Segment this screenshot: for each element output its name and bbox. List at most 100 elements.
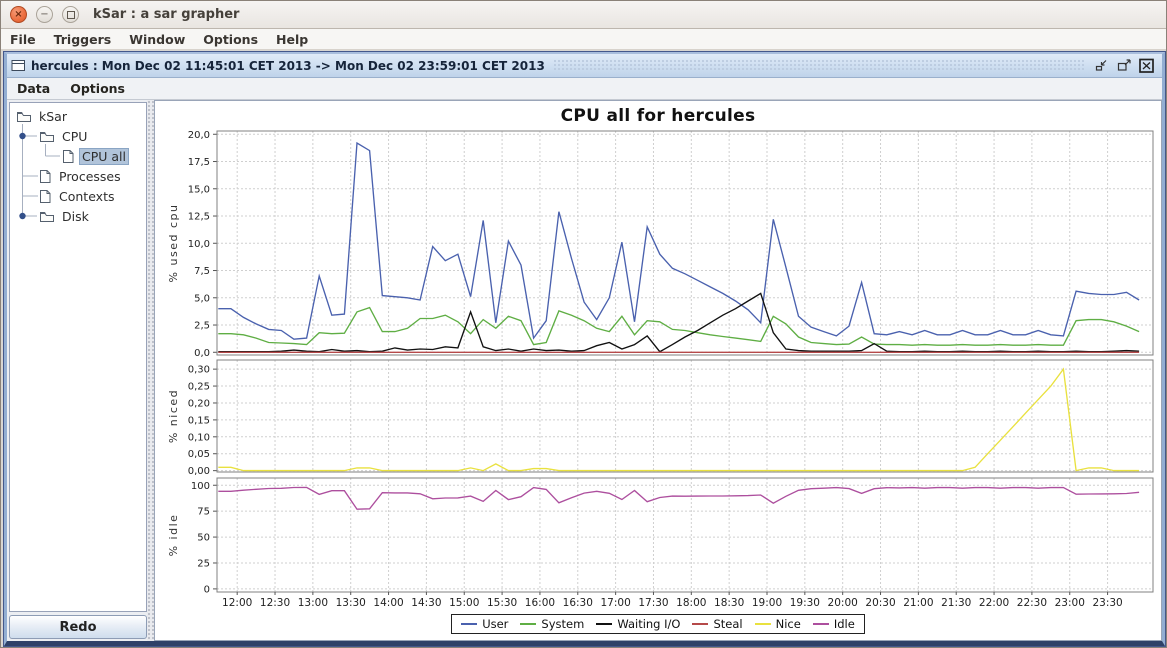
svg-text:23:30: 23:30 bbox=[1092, 597, 1122, 609]
svg-text:2,5: 2,5 bbox=[194, 321, 210, 332]
series-line-system bbox=[218, 306, 1140, 346]
svg-text:13:00: 13:00 bbox=[298, 597, 328, 609]
window-title: kSar : a sar grapher bbox=[93, 7, 240, 22]
y-axis-label-0: % used cpu bbox=[167, 204, 180, 283]
svg-text:23:00: 23:00 bbox=[1055, 597, 1085, 609]
y-axis-label-1: % niced bbox=[167, 389, 180, 443]
svg-text:12:00: 12:00 bbox=[222, 597, 252, 609]
series-line-idle bbox=[218, 486, 1140, 510]
svg-text:0: 0 bbox=[204, 584, 210, 595]
svg-text:12:30: 12:30 bbox=[260, 597, 290, 609]
svg-text:19:30: 19:30 bbox=[790, 597, 820, 609]
window-controls: × − bbox=[10, 6, 79, 23]
svg-text:15,0: 15,0 bbox=[188, 184, 210, 195]
sidebar: kSar CPU CPU all Processes Contexts Disk Redo bbox=[7, 100, 147, 641]
folder-icon bbox=[40, 131, 54, 142]
tree-item-contexts[interactable]: Contexts bbox=[39, 186, 117, 206]
svg-text:22:30: 22:30 bbox=[1017, 597, 1047, 609]
frame-title: hercules : Mon Dec 02 11:45:01 CET 2013 … bbox=[31, 58, 545, 73]
svg-text:18:30: 18:30 bbox=[714, 597, 744, 609]
svg-text:0,20: 0,20 bbox=[188, 398, 210, 409]
menu-item-help[interactable]: Help bbox=[276, 31, 309, 47]
svg-text:7,5: 7,5 bbox=[194, 266, 210, 277]
svg-text:14:00: 14:00 bbox=[373, 597, 403, 609]
svg-text:13:30: 13:30 bbox=[336, 597, 366, 609]
svg-text:17,5: 17,5 bbox=[188, 157, 210, 168]
window-titlebar: × − kSar : a sar grapher bbox=[1, 1, 1166, 29]
svg-text:0,10: 0,10 bbox=[188, 432, 210, 443]
chart-title: CPU all for hercules bbox=[560, 106, 756, 126]
svg-text:18:00: 18:00 bbox=[676, 597, 706, 609]
svg-text:19:00: 19:00 bbox=[752, 597, 782, 609]
tree-expand-knob[interactable] bbox=[19, 132, 26, 140]
frame-menubar: Data Options bbox=[7, 78, 1162, 100]
maximize-icon[interactable] bbox=[62, 6, 79, 23]
svg-text:5,0: 5,0 bbox=[194, 293, 210, 304]
frame-window-icon bbox=[11, 60, 25, 71]
y-axis-label-2: % idle bbox=[167, 514, 180, 557]
svg-text:14:30: 14:30 bbox=[411, 597, 441, 609]
menu-item-file[interactable]: File bbox=[10, 31, 36, 47]
tree-item-cpu[interactable]: CPU bbox=[39, 126, 90, 146]
frame-close-icon[interactable] bbox=[1138, 58, 1156, 74]
svg-text:20,0: 20,0 bbox=[188, 130, 210, 141]
svg-text:0,30: 0,30 bbox=[188, 365, 210, 376]
frame-iconify-icon[interactable] bbox=[1092, 58, 1110, 74]
series-line-nice bbox=[218, 367, 1140, 472]
svg-text:25: 25 bbox=[197, 558, 210, 569]
svg-text:17:00: 17:00 bbox=[600, 597, 630, 609]
redo-button[interactable]: Redo bbox=[9, 615, 147, 639]
tree: kSar CPU CPU all Processes Contexts Disk bbox=[9, 102, 147, 612]
svg-text:0,0: 0,0 bbox=[194, 348, 210, 359]
frame-maximize-icon[interactable] bbox=[1115, 58, 1133, 74]
svg-text:15:30: 15:30 bbox=[487, 597, 517, 609]
svg-text:15:00: 15:00 bbox=[449, 597, 479, 609]
tree-item-ksar[interactable]: kSar bbox=[16, 106, 70, 126]
svg-text:12,5: 12,5 bbox=[188, 212, 210, 223]
legend-item-nice: Nice bbox=[754, 617, 801, 631]
menu-item-options[interactable]: Options bbox=[203, 31, 259, 47]
folder-icon bbox=[17, 111, 31, 122]
menu-item-window[interactable]: Window bbox=[129, 31, 186, 47]
document-icon bbox=[63, 149, 74, 163]
tree-item-processes[interactable]: Processes bbox=[39, 166, 124, 186]
frame-menu-item-options[interactable]: Options bbox=[70, 81, 125, 96]
tree-item-disk[interactable]: Disk bbox=[39, 206, 92, 226]
folder-icon bbox=[40, 211, 54, 222]
tree-expand-knob[interactable] bbox=[19, 212, 26, 220]
close-icon[interactable]: × bbox=[10, 6, 27, 23]
svg-text:0,05: 0,05 bbox=[188, 449, 210, 460]
menu-item-triggers[interactable]: Triggers bbox=[53, 31, 112, 47]
svg-text:21:00: 21:00 bbox=[903, 597, 933, 609]
svg-text:0,25: 0,25 bbox=[188, 382, 210, 393]
document-icon bbox=[40, 189, 51, 203]
document-icon bbox=[40, 169, 51, 183]
svg-text:20:30: 20:30 bbox=[865, 597, 895, 609]
main-menubar: File Triggers Window Options Help bbox=[1, 29, 1166, 50]
legend-item-user: User bbox=[461, 617, 508, 631]
minimize-icon[interactable]: − bbox=[36, 6, 53, 23]
svg-text:75: 75 bbox=[197, 507, 210, 518]
svg-text:17:30: 17:30 bbox=[638, 597, 668, 609]
split-divider[interactable] bbox=[147, 100, 154, 641]
series-line-user bbox=[218, 141, 1140, 340]
cpu-chart-svg: 0,0 2,5 5,0 7,5 10,0 12,5 15,0 17,5 20,0 % used c… bbox=[167, 130, 1154, 609]
internal-frame: hercules : Mon Dec 02 11:45:01 CET 2013 … bbox=[3, 51, 1166, 647]
frame-titlebar[interactable]: hercules : Mon Dec 02 11:45:01 CET 2013 … bbox=[7, 54, 1162, 78]
svg-text:21:30: 21:30 bbox=[941, 597, 971, 609]
svg-text:50: 50 bbox=[197, 533, 210, 544]
frame-menu-item-data[interactable]: Data bbox=[17, 81, 51, 96]
svg-text:20:00: 20:00 bbox=[828, 597, 858, 609]
svg-text:22:00: 22:00 bbox=[979, 597, 1009, 609]
chart-panel: CPU all for hercules 0,0 2,5 5,0 7,5 10,0 12,… bbox=[154, 100, 1162, 641]
frame-content: kSar CPU CPU all Processes Contexts Disk Redo… bbox=[7, 100, 1162, 641]
svg-text:16:30: 16:30 bbox=[563, 597, 593, 609]
desktop-pane: hercules : Mon Dec 02 11:45:01 CET 2013 … bbox=[1, 50, 1166, 647]
legend-item-steal: Steal bbox=[692, 617, 743, 631]
tree-item-cpu-all[interactable]: CPU all bbox=[62, 146, 129, 166]
svg-text:0,00: 0,00 bbox=[188, 466, 210, 477]
svg-text:10,0: 10,0 bbox=[188, 239, 210, 250]
frame-controls bbox=[1092, 58, 1156, 74]
titlebar-texture bbox=[552, 59, 1084, 72]
